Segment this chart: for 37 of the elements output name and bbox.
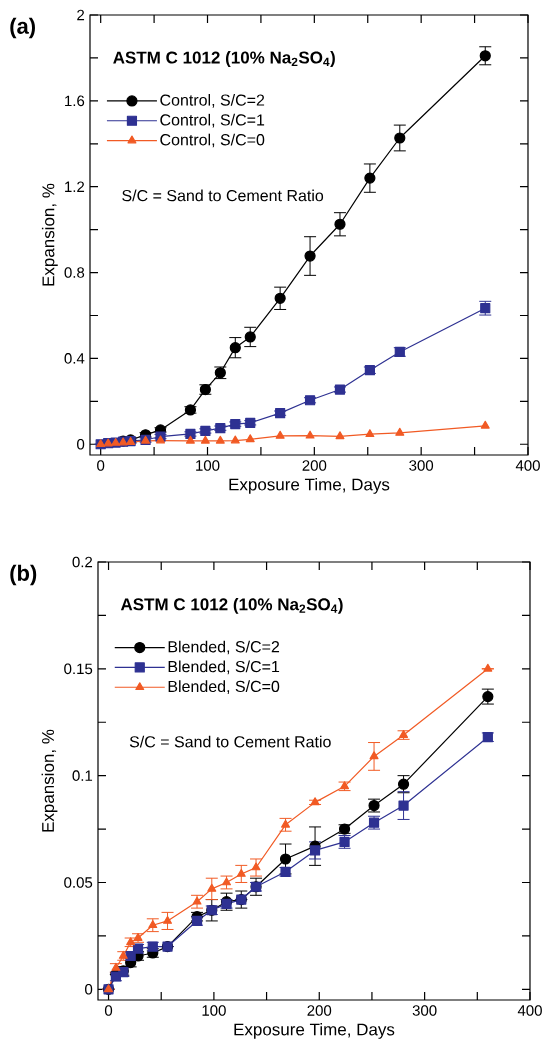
legend-label: Blended, S/C=0: [168, 680, 280, 694]
y-tick-label: 0.05: [64, 877, 93, 888]
legend-label: Control, S/C=2: [160, 94, 265, 108]
x-tick-label: 0: [97, 460, 105, 471]
x-axis-title: Exposure Time, Days: [229, 478, 390, 494]
y-axis-title: Expansion, %: [41, 729, 58, 832]
legend-label: Control, S/C=1: [160, 113, 265, 128]
y-tick-label: 2: [77, 9, 85, 21]
x-tick-label: 300: [409, 460, 434, 471]
y-tick-label: 1.6: [65, 95, 85, 107]
y-tick-label: 0: [77, 438, 85, 450]
annotation: S/C = Sand to Cement Ratio: [122, 189, 324, 202]
y-tick-label: 0.4: [64, 353, 85, 364]
y-tick-label: 0: [85, 983, 93, 995]
y-tick-label: 0.1: [72, 770, 93, 781]
legend-label: Blended, S/C=1: [168, 660, 280, 675]
text: (b): [10, 564, 37, 586]
y-tick-label: 0.8: [64, 267, 85, 278]
x-tick-label: 100: [196, 460, 220, 471]
annotation: S/C = Sand to Cement Ratio: [129, 735, 331, 748]
x-tick-label: 100: [202, 1005, 226, 1016]
text: (a): [10, 17, 35, 39]
y-axis-title: Expansion, %: [41, 183, 58, 286]
y-tick-label: 0.15: [64, 663, 93, 675]
legend-label: Control, S/C=0: [160, 133, 265, 148]
y-tick-label: 0.2: [72, 556, 93, 568]
x-tick-label: 300: [412, 1005, 437, 1016]
x-tick-label: 400: [515, 460, 540, 471]
x-tick-label: 200: [307, 1005, 332, 1016]
x-tick-label: 200: [302, 460, 327, 471]
text: ASTM C 1012 (10% Na$_{2}$SO$_{4}$): [113, 51, 335, 67]
x-tick-label: 0: [104, 1005, 113, 1016]
legend-label: Blended, S/C=2: [168, 640, 280, 655]
text: ASTM C 1012 (10% Na$_{2}$SO$_{4}$): [120, 597, 343, 614]
y-tick-label: 1.2: [65, 181, 85, 192]
x-axis-title: Exposure Time, Days: [234, 1023, 395, 1039]
x-tick-label: 400: [517, 1005, 542, 1016]
